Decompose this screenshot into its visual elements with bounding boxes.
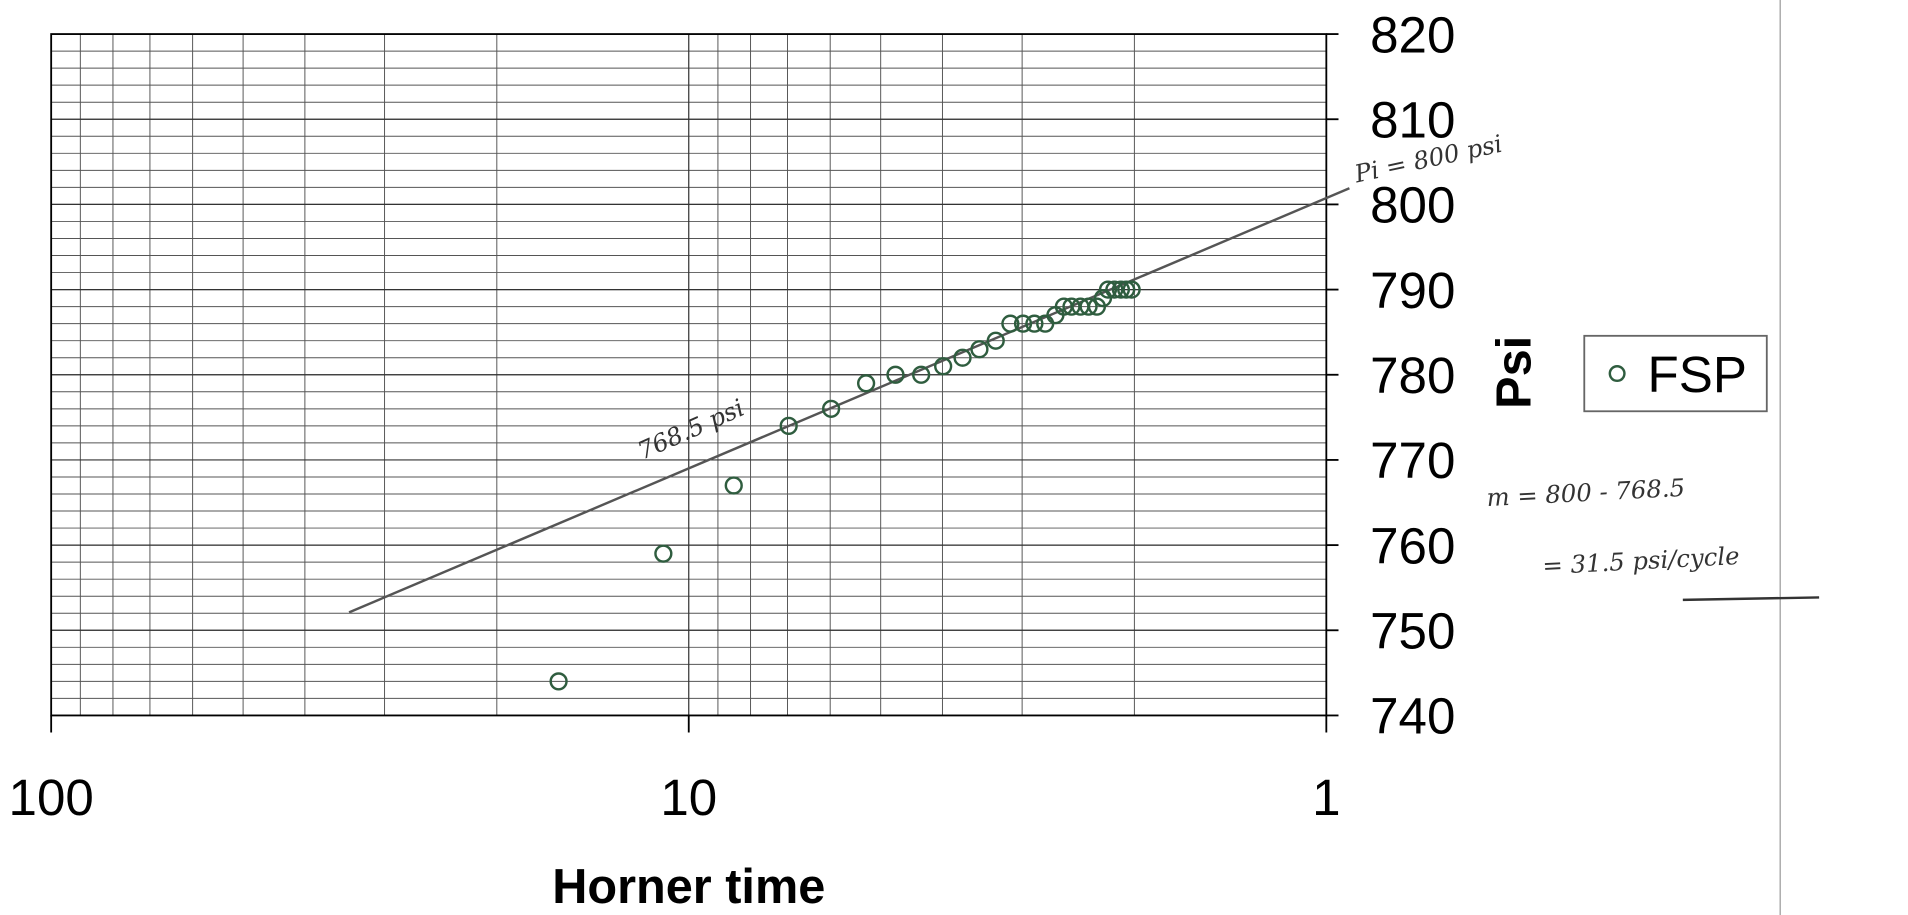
y-tick-label: 740 [1370, 688, 1455, 745]
data-point [1013, 314, 1033, 333]
y-tick-label: 810 [1370, 91, 1455, 148]
annotation: = 31.5 psi/cycle [1542, 541, 1740, 580]
plot-frame [50, 33, 1328, 717]
data-point [953, 348, 972, 367]
y-tick-label: 780 [1370, 347, 1455, 404]
data-point [549, 672, 568, 691]
x-axis-title: Horner time [552, 860, 825, 914]
legend-box [1583, 334, 1768, 413]
y-axis-title: Psi [1488, 336, 1542, 409]
legend-marker [1608, 365, 1626, 383]
y-tick-label: 750 [1370, 603, 1455, 660]
y-tick-label: 790 [1370, 262, 1455, 319]
data-point [886, 365, 905, 384]
data-point [970, 340, 989, 359]
x-tick-label: 100 [9, 769, 94, 826]
y-tick-label: 770 [1370, 432, 1455, 489]
y-tick-label: 820 [1370, 6, 1455, 63]
data-point [1105, 280, 1124, 299]
data-point [986, 331, 1005, 350]
legend-label: FSP [1648, 346, 1747, 403]
data-point [1111, 280, 1131, 299]
data-point [1025, 314, 1044, 333]
underline [1682, 596, 1820, 602]
data-point [934, 357, 953, 376]
data-point [1079, 297, 1098, 316]
data-point [821, 399, 841, 418]
x-tick-label: 10 [660, 769, 717, 826]
data-point [1062, 297, 1081, 316]
data-point [1001, 314, 1020, 333]
fit-line [348, 187, 1350, 614]
y-tick-label: 800 [1370, 177, 1455, 234]
annotation: m = 800 - 768.5 [1486, 473, 1686, 512]
x-tick-label: 1 [1312, 769, 1340, 826]
data-point [654, 544, 673, 563]
data-point [779, 416, 798, 435]
y-tick-label: 760 [1370, 517, 1455, 574]
data-point [1117, 280, 1136, 299]
data-point [1098, 280, 1118, 299]
data-point [912, 365, 931, 384]
data-point [856, 374, 876, 393]
data-point [724, 476, 743, 495]
data-point [1122, 280, 1141, 299]
